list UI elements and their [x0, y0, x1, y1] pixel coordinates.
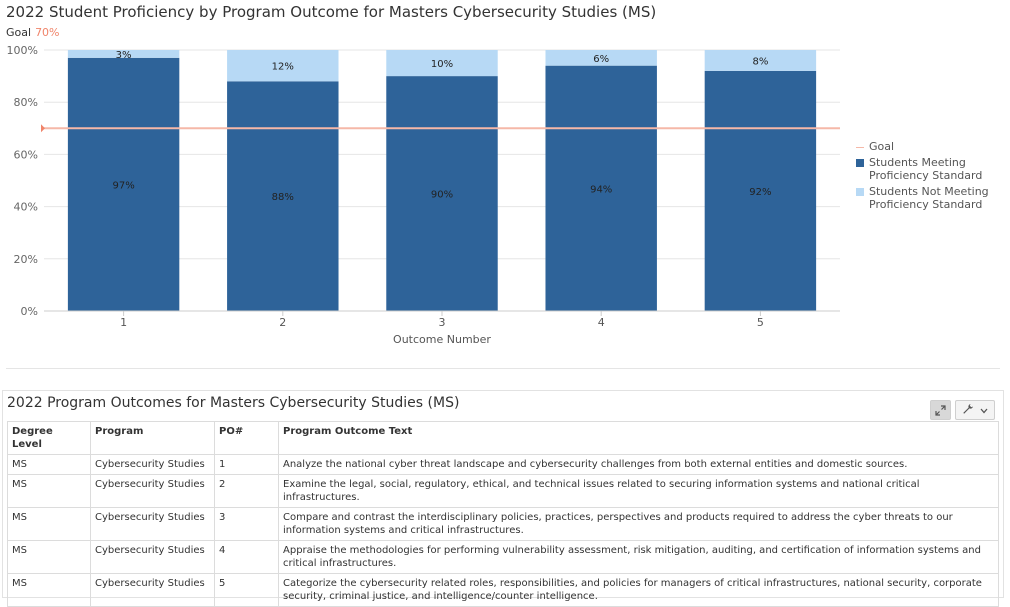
expand-button[interactable] — [930, 400, 951, 420]
legend-item-not-meeting[interactable]: Students Not Meeting Proficiency Standar… — [856, 185, 989, 211]
data-label-meeting: 97% — [112, 180, 134, 191]
stacked-bar-chart: 0% 20% 40% 60% 80% 100% 97% 3% 1 88% 12% 2 90% 10% 3 94… — [7, 44, 840, 346]
bar-not-meeting — [386, 50, 498, 77]
data-label-not-meeting: 3% — [116, 50, 132, 61]
data-label-not-meeting: 10% — [431, 59, 453, 70]
bar-not-meeting — [545, 50, 657, 66]
cell-outcome-text: Categorize the cybersecurity related rol… — [278, 573, 999, 607]
y-tick-label: 100% — [7, 44, 38, 57]
legend-line-goal — [856, 147, 864, 148]
table-row: MS Cybersecurity Studies 3 Compare and c… — [7, 507, 999, 541]
wrench-icon — [962, 403, 974, 418]
legend-label-goal: Goal — [869, 140, 895, 153]
goal-value: 70% — [35, 26, 60, 39]
y-tick-label: 0% — [21, 305, 38, 318]
x-axis-title: Outcome Number — [393, 333, 491, 346]
data-label-not-meeting: 12% — [272, 62, 294, 73]
bar-meeting — [227, 81, 339, 311]
legend-label-not-meeting: Students Not Meeting Proficiency Standar… — [869, 185, 989, 211]
cell-degree: MS — [7, 454, 91, 475]
legend-item-goal[interactable]: Goal — [856, 140, 989, 153]
table-row: MS Cybersecurity Studies 5 Categorize th… — [7, 573, 999, 607]
data-label-meeting: 94% — [590, 184, 612, 195]
cell-program: Cybersecurity Studies — [90, 540, 215, 574]
data-label-not-meeting: 8% — [752, 56, 768, 67]
header-outcome-text[interactable]: Program Outcome Text — [278, 421, 999, 455]
table-row: MS Cybersecurity Studies 4 Appraise the … — [7, 540, 999, 574]
cell-outcome-text: Compare and contrast the interdisciplina… — [278, 507, 999, 541]
bar-meeting — [704, 70, 817, 311]
settings-menu-button[interactable] — [955, 400, 995, 420]
cell-degree: MS — [7, 573, 91, 607]
table-row: MS Cybersecurity Studies 1 Analyze the n… — [7, 454, 999, 475]
data-label-meeting: 92% — [749, 187, 771, 198]
data-label-not-meeting: 6% — [593, 54, 609, 65]
cell-po: 1 — [214, 454, 279, 475]
bar-not-meeting — [67, 50, 180, 58]
header-po-number[interactable]: PO# — [214, 421, 279, 455]
cell-program: Cybersecurity Studies — [90, 507, 215, 541]
cell-program: Cybersecurity Studies — [90, 454, 215, 475]
legend-swatch-meeting — [856, 159, 864, 167]
header-degree-level[interactable]: Degree Level — [7, 421, 91, 455]
bar-not-meeting — [704, 50, 817, 71]
bar-meeting — [67, 57, 180, 311]
table-header-row: Degree Level Program PO# Program Outcome… — [7, 421, 999, 455]
legend-item-meeting[interactable]: Students Meeting Proficiency Standard — [856, 156, 989, 182]
chart-legend: Goal Students Meeting Proficiency Standa… — [856, 140, 989, 214]
outcomes-panel-title: 2022 Program Outcomes for Masters Cybers… — [7, 395, 460, 411]
cell-outcome-text: Appraise the methodologies for performin… — [278, 540, 999, 574]
bar-not-meeting — [227, 50, 339, 82]
cell-program: Cybersecurity Studies — [90, 573, 215, 607]
data-label-meeting: 90% — [431, 190, 453, 201]
y-tick-label: 40% — [14, 201, 38, 214]
cell-po: 3 — [214, 507, 279, 541]
x-tick-label: 3 — [439, 316, 446, 329]
cell-degree: MS — [7, 540, 91, 574]
x-tick-label: 5 — [757, 316, 764, 329]
table-row: MS Cybersecurity Studies 2 Examine the l… — [7, 474, 999, 508]
goal-label: Goal 70% — [6, 26, 60, 39]
cell-outcome-text: Examine the legal, social, regulatory, e… — [278, 474, 999, 508]
x-tick-label: 4 — [598, 316, 605, 329]
goal-marker-icon — [41, 124, 45, 133]
y-tick-label: 80% — [14, 96, 38, 109]
header-program[interactable]: Program — [90, 421, 215, 455]
bar-meeting — [545, 65, 657, 311]
bar-meeting — [386, 76, 498, 311]
cell-po: 2 — [214, 474, 279, 508]
legend-label-meeting: Students Meeting Proficiency Standard — [869, 156, 983, 182]
cell-program: Cybersecurity Studies — [90, 474, 215, 508]
cell-po: 4 — [214, 540, 279, 574]
goal-label-text: Goal — [6, 26, 32, 39]
y-tick-label: 20% — [14, 253, 38, 266]
legend-swatch-not-meeting — [856, 188, 864, 196]
outcomes-panel: 2022 Program Outcomes for Masters Cybers… — [2, 390, 1004, 607]
section-divider — [6, 368, 1000, 369]
x-tick-label: 2 — [279, 316, 286, 329]
cell-degree: MS — [7, 507, 91, 541]
chart-title: 2022 Student Proficiency by Program Outc… — [6, 3, 657, 21]
cell-degree: MS — [7, 474, 91, 508]
y-tick-label: 60% — [14, 148, 38, 161]
outcomes-table: Degree Level Program PO# Program Outcome… — [7, 421, 999, 607]
x-tick-label: 1 — [120, 316, 127, 329]
data-label-meeting: 88% — [272, 192, 294, 203]
cell-outcome-text: Analyze the national cyber threat landsc… — [278, 454, 999, 475]
chevron-down-icon — [980, 404, 988, 417]
expand-icon — [935, 404, 946, 416]
panel-toolbar — [930, 400, 995, 420]
cell-po: 5 — [214, 573, 279, 607]
